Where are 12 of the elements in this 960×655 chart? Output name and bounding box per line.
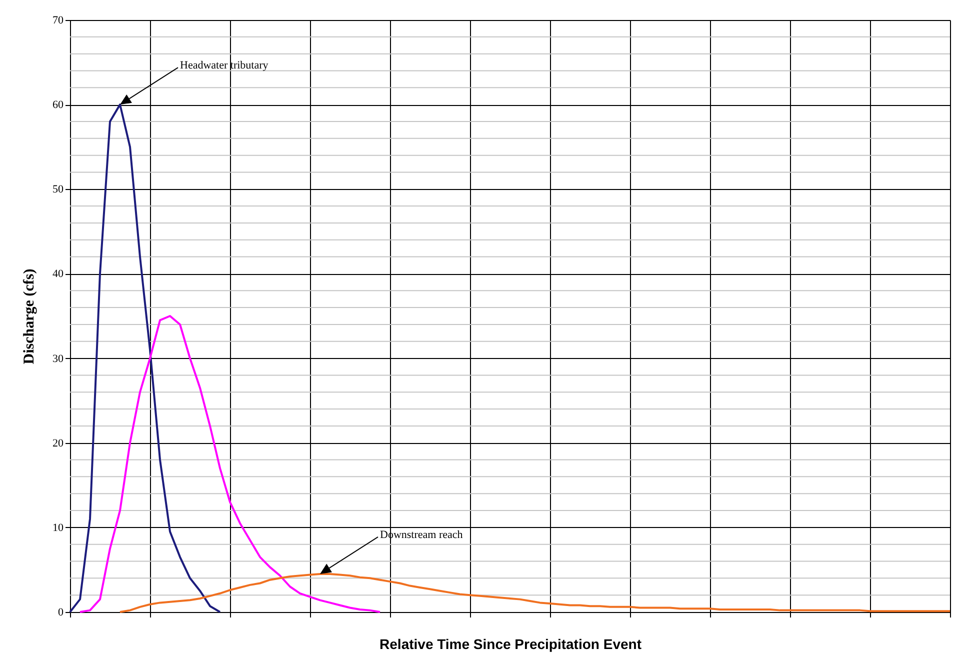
y-tick-label: 50	[52, 184, 64, 196]
y-tick-label: 0	[58, 606, 64, 618]
line-series	[79, 315, 381, 613]
y-tick-label: 30	[52, 352, 64, 365]
text: Headwater tributary	[180, 60, 269, 72]
y-tick-label: 10	[52, 522, 64, 534]
y-tick-label: 70	[52, 14, 64, 26]
y-tick-label: 60	[52, 99, 64, 112]
y-axis-title: Discharge (cfs)	[22, 268, 38, 364]
y-tick-label: 20	[52, 437, 64, 450]
y-tick-label: 40	[52, 268, 64, 280]
x-axis-title: Relative Time Since Precipitation Event	[380, 636, 642, 652]
